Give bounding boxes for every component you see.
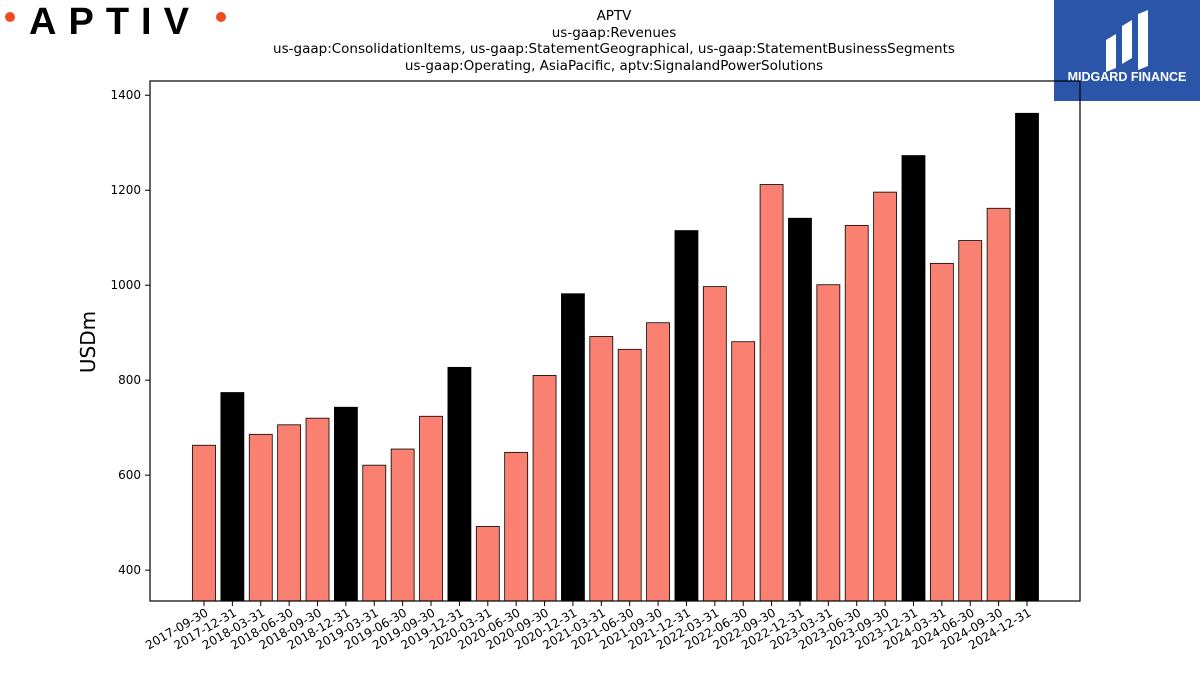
- bar-2018-03-31: [248, 433, 273, 602]
- chart-title-line-3: us-gaap:ConsolidationItems, us-gaap:Stat…: [273, 41, 955, 57]
- chart-title: APTV us-gaap:Revenues us-gaap:Consolidat…: [273, 8, 955, 74]
- bar-2021-06-30: [617, 348, 642, 602]
- bar-2023-06-30: [844, 224, 869, 602]
- aptiv-logo: APTIV: [0, 0, 240, 43]
- bar-2017-12-31: [220, 392, 245, 602]
- partner-logo-text: MIDGARD FINANCE: [1068, 70, 1187, 84]
- bar-2020-06-30: [504, 451, 529, 602]
- bar-2022-09-30: [759, 184, 784, 602]
- bar-2017-09-30: [192, 444, 216, 602]
- y-tick-label: 1200: [110, 183, 141, 197]
- bar-2018-09-30: [305, 417, 330, 602]
- bar-2019-12-31: [447, 366, 472, 602]
- bar-2024-03-31: [929, 262, 954, 602]
- bar-2024-09-30: [986, 207, 1011, 602]
- plot-frame: [149, 80, 1081, 602]
- y-tick-label: 800: [118, 373, 141, 387]
- y-tick-label: 600: [118, 468, 141, 482]
- logo-dot-left: [5, 12, 15, 22]
- bar-2024-06-30: [958, 240, 983, 602]
- chart-title-line-4: us-gaap:Operating, AsiaPacific, aptv:Sig…: [405, 58, 823, 74]
- chart-title-line-1: APTV: [597, 8, 633, 24]
- bar-2019-03-31: [362, 464, 387, 602]
- bar-2019-06-30: [390, 448, 415, 602]
- bar-2018-06-30: [277, 424, 302, 602]
- midgard-finance-logo: MIDGARD FINANCE: [1054, 0, 1200, 101]
- bar-2023-03-31: [816, 284, 841, 602]
- y-tick-label: 1400: [110, 88, 141, 102]
- bar-2022-12-31: [788, 217, 812, 602]
- bar-2018-12-31: [333, 406, 358, 602]
- logo-dot-right: [216, 12, 226, 22]
- chart-title-line-2: us-gaap:Revenues: [552, 25, 677, 41]
- bar-2023-09-30: [873, 191, 898, 602]
- bar-2023-12-31: [901, 155, 926, 602]
- bar-2020-09-30: [532, 375, 557, 602]
- bar-2024-12-31: [1015, 112, 1039, 602]
- company-logo-text: APTIV: [29, 1, 201, 42]
- y-tick-label: 400: [118, 563, 141, 577]
- midgard-emblem-icon: [1106, 10, 1148, 72]
- bar-2020-03-31: [475, 526, 500, 602]
- bar-2021-12-31: [674, 230, 699, 602]
- bar-2022-06-30: [731, 341, 756, 602]
- bar-2021-03-31: [589, 336, 614, 602]
- bar-2022-03-31: [702, 286, 727, 602]
- bar-2020-12-31: [561, 293, 585, 602]
- bar-2021-09-30: [646, 322, 670, 602]
- y-axis-label: USDm: [76, 311, 100, 373]
- y-tick-label: 1000: [110, 278, 141, 292]
- bar-2019-09-30: [419, 415, 443, 602]
